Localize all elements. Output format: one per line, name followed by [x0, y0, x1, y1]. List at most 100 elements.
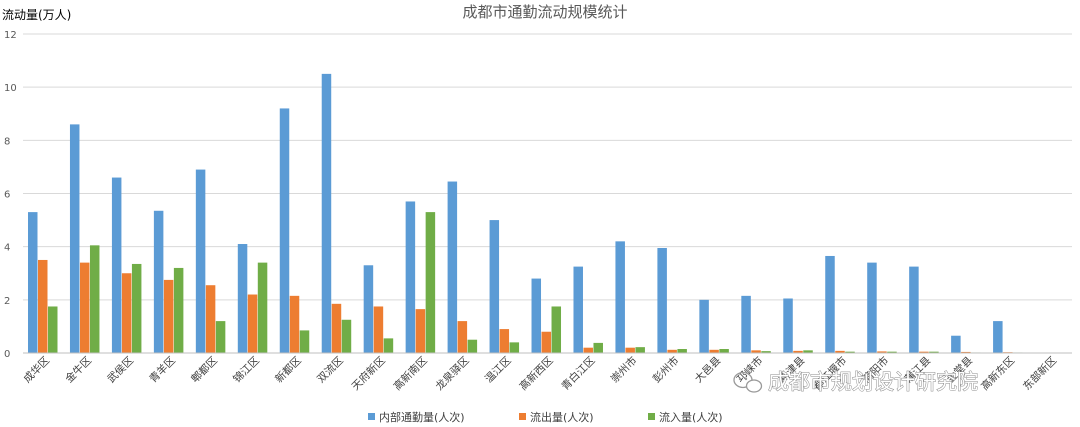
bars: [28, 73, 1023, 353]
bar: [677, 349, 687, 353]
bar: [425, 212, 436, 353]
bar: [467, 339, 478, 353]
bar: [593, 342, 603, 353]
x-tick-label: 高新西区: [517, 354, 556, 393]
bar: [551, 306, 562, 353]
y-tick-label: 12: [4, 30, 17, 41]
bar: [573, 266, 583, 353]
bar: [761, 351, 771, 353]
bar: [163, 279, 174, 353]
bar: [373, 306, 384, 353]
x-tick-label: 成华区: [21, 354, 52, 385]
bar: [257, 262, 268, 353]
legend-swatch: [519, 413, 526, 420]
x-tick-label: 郫都区: [188, 354, 219, 385]
y-tick-label: 8: [4, 136, 10, 147]
bar: [719, 349, 729, 353]
y-tick-label: 10: [4, 83, 17, 94]
y-tick-label: 0: [4, 349, 10, 360]
chart-title: 成都市通勤流动规模统计: [462, 3, 627, 21]
bar: [457, 321, 468, 353]
bar: [173, 267, 184, 353]
bar: [845, 351, 855, 353]
bar: [499, 329, 510, 353]
x-tick-label: 温江区: [483, 355, 514, 386]
x-tick-label: 大邑县: [692, 354, 723, 385]
legend: 内部通勤量(人次) 流出量(人次) 流入量(人次): [368, 410, 723, 424]
bar: [909, 266, 919, 353]
bar: [509, 342, 520, 353]
bar: [867, 262, 877, 353]
bar: [363, 265, 374, 353]
x-tick-label: 新都区: [272, 354, 303, 385]
bar: [28, 212, 38, 353]
bar: [38, 259, 48, 353]
bar: [153, 210, 164, 353]
legend-label: 流入量(人次): [659, 410, 723, 424]
bar: [635, 347, 645, 353]
bar: [625, 347, 635, 353]
bar: [279, 108, 290, 353]
bar: [741, 295, 751, 353]
bar: [48, 306, 58, 353]
watermark-text: 成都市规划设计研究院: [768, 370, 978, 394]
bar: [541, 331, 552, 353]
bar: [877, 351, 887, 353]
bar: [341, 319, 352, 353]
bar: [405, 201, 416, 353]
bar: [289, 295, 300, 353]
x-tick-label: 龙泉驿区: [433, 354, 472, 393]
x-tick-label: 双流区: [314, 354, 345, 385]
gridlines: [23, 33, 1072, 301]
legend-swatch: [648, 413, 655, 420]
bar: [835, 350, 845, 353]
x-tick-label: 锦江区: [230, 354, 261, 385]
bar: [961, 351, 971, 353]
bar: [667, 349, 677, 353]
bar: [195, 169, 206, 353]
y-tick-label: 6: [4, 190, 10, 201]
bar: [299, 330, 310, 353]
bar: [583, 347, 593, 353]
y-axis-ticks: 0 2 4 6 8 10 12: [4, 30, 17, 360]
bar: [783, 298, 793, 353]
bar: [993, 321, 1003, 353]
bar: [751, 350, 761, 353]
bar: [247, 294, 258, 353]
bar: [951, 335, 961, 353]
y-axis-label: 流动量(万人): [2, 8, 71, 22]
x-tick-label: 彭州市: [650, 354, 681, 385]
x-tick-label: 武侯区: [105, 354, 136, 385]
bar: [447, 181, 458, 353]
bar: [699, 299, 709, 353]
x-tick-label: 青白江区: [559, 354, 598, 393]
legend-swatch: [368, 413, 375, 420]
bar: [709, 349, 719, 353]
x-tick-label: 崇州市: [608, 354, 639, 385]
bar: [615, 241, 625, 353]
bar: [111, 177, 122, 353]
bar: [131, 263, 142, 353]
wechat-icon: [733, 371, 763, 393]
bar: [321, 73, 332, 353]
bar: [489, 220, 500, 353]
bar: [929, 351, 939, 353]
x-tick-label: 金牛区: [63, 354, 94, 385]
bar: [803, 350, 813, 353]
x-tick-label: 高新东区: [978, 354, 1017, 393]
bar: [89, 245, 100, 353]
bar: [69, 124, 80, 353]
y-tick-label: 2: [4, 296, 10, 307]
x-tick-label: 青羊区: [147, 354, 178, 385]
bar: [215, 321, 226, 353]
x-tick-label: 高新南区: [391, 354, 430, 393]
bar: [79, 262, 90, 353]
bar: [331, 303, 342, 353]
bar: [657, 247, 667, 353]
bar: [383, 338, 394, 353]
watermark: 成都市规划设计研究院: [733, 370, 979, 395]
x-tick-label: 东部新区: [1020, 354, 1059, 393]
bar: [121, 273, 132, 353]
bar: [887, 351, 897, 353]
